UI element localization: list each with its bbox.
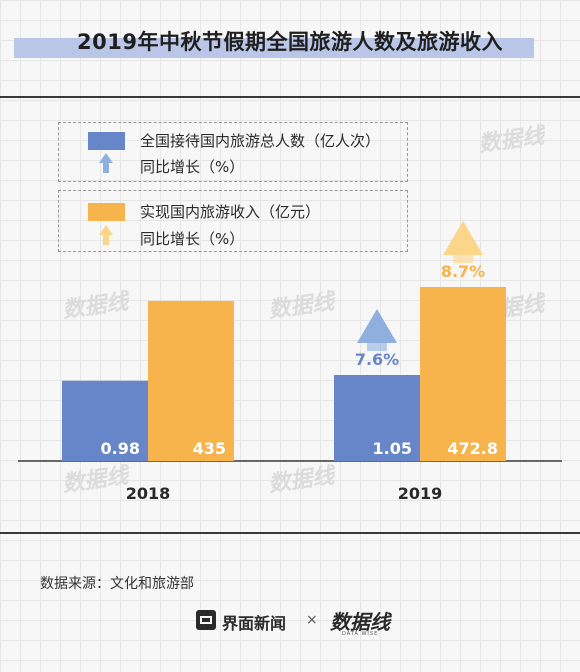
legend-label-visitors: 全国接待国内旅游总人数（亿人次） (140, 132, 381, 150)
legend-swatch-revenue (88, 203, 125, 221)
growth-label: 7.6% (355, 350, 399, 369)
bar-chart: 0.98 435 2018 1.05 472.8 2019 7.6% 8.7% (18, 221, 562, 503)
title-highlight (14, 38, 534, 58)
legend-label-visitors-growth: 同比增长（%） (140, 158, 245, 176)
growth-label: 8.7% (441, 262, 485, 281)
legend-label-revenue-growth: 同比增长（%） (140, 230, 245, 248)
bar (334, 375, 420, 461)
legend-box-visitors (58, 122, 408, 182)
bar (62, 380, 148, 461)
jiemian-logo-icon (196, 610, 216, 630)
bottom-divider (0, 532, 580, 534)
category-label: 2018 (126, 484, 171, 503)
source-note: 数据来源：文化和旅游部 (40, 576, 194, 592)
bar-value-label: 472.8 (447, 439, 498, 458)
category-label: 2019 (398, 484, 443, 503)
top-divider (0, 96, 580, 98)
growth-arrow-stem (453, 255, 473, 263)
bar-value-label: 1.05 (373, 439, 412, 458)
bar-value-label: 0.98 (101, 439, 140, 458)
growth-arrow-icon (443, 221, 483, 255)
legend-box-revenue (58, 190, 408, 252)
datawise-logo: 数据线 (330, 610, 390, 634)
footer-brand: 界面新闻 (222, 614, 287, 633)
datawise-logo-sub: DATA WISE (342, 631, 379, 637)
growth-arrow-stem (367, 343, 387, 351)
up-arrow-icon (99, 225, 113, 245)
bar-value-label: 435 (193, 439, 226, 458)
bar (420, 287, 506, 461)
page-title: 2019年中秋节假期全国旅游人数及旅游收入 (77, 30, 503, 54)
legend-label-revenue: 实现国内旅游收入（亿元） (140, 203, 321, 221)
up-arrow-icon (99, 153, 113, 173)
bar (148, 300, 234, 461)
growth-arrow-icon (357, 309, 397, 343)
footer: 界面新闻 × 数据线 DATA WISE (0, 606, 580, 637)
footer-separator: × (306, 612, 318, 628)
legend-swatch-visitors (88, 132, 125, 150)
